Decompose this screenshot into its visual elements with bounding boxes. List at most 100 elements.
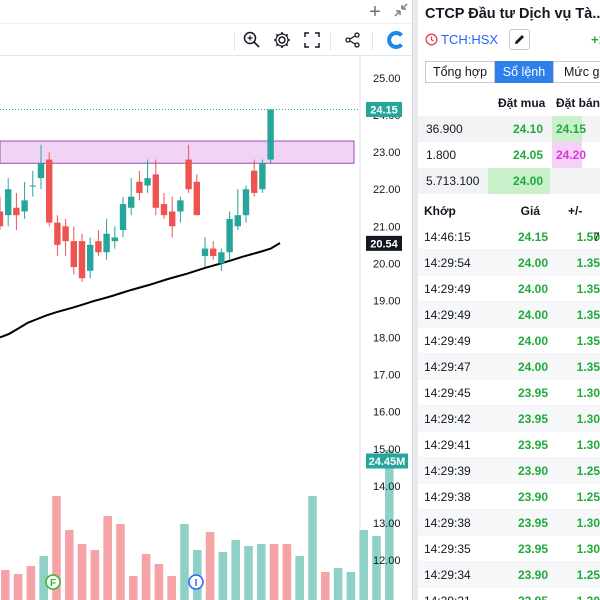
last-price-badge-background [366, 102, 402, 118]
candle-body [152, 174, 159, 208]
trade-time: 14:29:54 [424, 256, 471, 270]
bid-header: Đặt mua [498, 96, 546, 110]
tick-row[interactable]: 14:29:35 23.95 1.30 [418, 536, 600, 562]
candle-body [87, 244, 94, 271]
event-marker-label: F [50, 578, 56, 589]
tick-row[interactable]: 14:29:49 24.00 1.35 [418, 328, 600, 354]
tick-row[interactable]: 14:29:31 23.951.30 [418, 588, 600, 600]
volume-bar [244, 546, 253, 600]
tick-row[interactable]: 14:29:39 23.90 1.25 [418, 458, 600, 484]
volume-bar [180, 524, 189, 600]
candle-body [70, 241, 77, 268]
fullscreen-icon[interactable] [300, 28, 324, 52]
trade-price: 24.00 [517, 282, 548, 296]
change-header: +/- [568, 204, 583, 218]
tick-row[interactable]: 14:29:47 24.00 1.35 [418, 354, 600, 380]
y-axis-tick-label: 16.00 [373, 407, 401, 419]
gear-icon[interactable] [270, 28, 294, 52]
volume-bar [205, 532, 215, 600]
volume-bar [116, 524, 125, 600]
trade-time: 14:29:31 [424, 588, 471, 600]
volume-bar [346, 572, 356, 600]
tick-row[interactable]: 14:29:41 23.95 1.30 [418, 432, 600, 458]
candle-body [21, 200, 28, 212]
price-chart[interactable]: 25.0024.0023.0022.0021.0020.0019.0018.00… [0, 0, 412, 600]
trade-time: 14:29:42 [424, 412, 471, 426]
candle-body [5, 189, 12, 216]
y-axis-tick-label: 23.00 [373, 147, 401, 159]
chart-pane[interactable]: 25.0024.0023.0022.0021.0020.0019.0018.00… [0, 0, 412, 600]
trade-change: 1.25 [576, 490, 600, 504]
plus-icon[interactable]: + [369, 1, 381, 23]
orderbook-header: Đặt mua Đặt bán [418, 92, 600, 114]
tick-row[interactable]: 14:29:34 23.90 1.25 [418, 562, 600, 588]
candle-body [13, 207, 20, 216]
collapse-arrows-icon[interactable] [391, 2, 411, 22]
tab-summary[interactable]: Tổng hợp [425, 61, 495, 83]
ma-value-badge-background [366, 235, 402, 251]
trade-time: 14:29:34 [424, 568, 471, 582]
tick-row[interactable]: 14:29:38 23.95 1.30 [418, 510, 600, 536]
candle-body [160, 204, 168, 216]
candle-body [78, 241, 86, 279]
candle-body [144, 178, 151, 186]
toolbar-divider [234, 32, 235, 50]
bid-price[interactable]: 24.05 [512, 148, 543, 162]
ticker-code[interactable]: TCH:HSX [441, 32, 499, 47]
volume-bar [257, 544, 266, 600]
ticker-row: TCH:HSX +1 [425, 29, 600, 51]
tick-row[interactable]: 14:29:45 23.95 1.30 [418, 380, 600, 406]
trade-time: 14:29:39 [424, 464, 471, 478]
candle-body [111, 237, 118, 242]
brand-logo-icon[interactable] [384, 28, 408, 52]
candle-body [177, 200, 184, 212]
volume-bar [65, 530, 74, 600]
candle-body [185, 159, 192, 190]
trade-price: 23.95 [517, 516, 548, 530]
orderbook-row[interactable]: 1.800 24.05 24.20 [418, 142, 600, 168]
y-axis-tick-label: 12.00 [373, 555, 401, 567]
volume-bar [372, 536, 381, 600]
trade-price: 24.00 [517, 334, 548, 348]
tick-row[interactable]: 14:29:49 24.00 1.35 [418, 302, 600, 328]
tick-row[interactable]: 14:29:38 23.90 1.25 [418, 484, 600, 510]
volume-bar [26, 566, 36, 600]
ask-price[interactable]: 24.20 [552, 142, 586, 168]
tick-row[interactable]: 14:46:15 24.15 1.50 7 [418, 224, 600, 250]
tab-order-book[interactable]: Sổ lệnh [495, 61, 553, 83]
resistance-zone [0, 140, 355, 164]
tick-row[interactable]: 14:29:42 23.95 1.30 [418, 406, 600, 432]
zoom-magnifier-icon[interactable] [240, 28, 264, 52]
orderbook-row[interactable]: 36.900 24.10 24.15 [418, 116, 600, 142]
ask-price[interactable]: 24.15 [552, 116, 586, 142]
y-axis-tick-label: 14.00 [373, 481, 401, 493]
share-icon[interactable] [341, 28, 365, 52]
trade-change: 1.25 [576, 568, 600, 582]
pane-splitter[interactable] [412, 0, 418, 600]
y-axis-tick-label: 18.00 [373, 333, 401, 345]
trade-time: 14:29:49 [424, 334, 471, 348]
candle-body [267, 109, 274, 160]
bid-price[interactable]: 24.10 [512, 122, 543, 136]
volume-bar [218, 552, 228, 600]
orderbook-row[interactable]: 5.713.100 24.00 [418, 168, 600, 194]
candle-body [46, 159, 53, 223]
edit-pencil-icon[interactable] [509, 29, 530, 50]
bid-price[interactable]: 24.00 [488, 168, 550, 194]
tick-row[interactable]: 14:29:49 24.00 1.35 [418, 276, 600, 302]
trade-change: 1.50 [576, 230, 600, 244]
tab-price-levels[interactable]: Mức giá [553, 61, 600, 83]
trade-change: 1.35 [576, 360, 600, 374]
quote-panel: CTCP Đầu tư Dịch vụ Tà... TCH:HSX +1 Tổn… [418, 0, 600, 600]
trade-change: 1.30 [576, 386, 600, 400]
trade-time: 14:29:45 [424, 386, 471, 400]
y-axis-tick-label: 13.00 [373, 518, 401, 530]
tick-row[interactable]: 14:29:54 24.00 1.35 [418, 250, 600, 276]
volume-bar [385, 450, 394, 600]
volume-bar [333, 568, 343, 600]
candle-body [119, 204, 127, 231]
trade-volume: 7 [593, 230, 600, 244]
trade-change: 1.35 [576, 256, 600, 270]
bid-volume: 1.800 [426, 148, 457, 162]
trade-change: 1.30 [576, 542, 600, 556]
